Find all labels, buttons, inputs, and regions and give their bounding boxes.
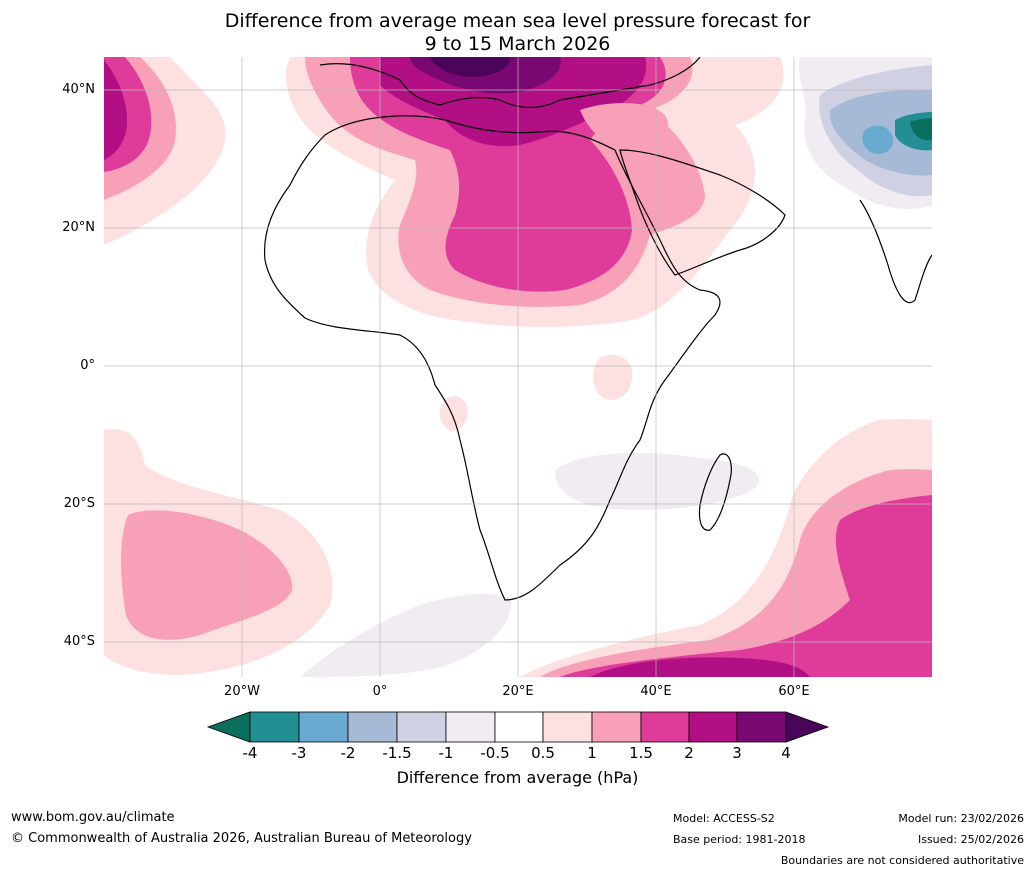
colorbar <box>206 711 830 743</box>
lon-label-40e: 40°E <box>640 684 672 699</box>
africa-coastline <box>263 115 721 601</box>
footer-model: Model: ACCESS-S2 <box>673 812 775 825</box>
colorbar-tick: -1 <box>438 744 454 762</box>
colorbar-extend-max <box>785 711 830 743</box>
footer-model-run: Model run: 23/02/2026 <box>898 812 1024 825</box>
south-africa-anomaly-neg0.5 <box>555 453 760 510</box>
atlantic-anomaly-2 <box>104 60 128 160</box>
lat-label-20n: 20°N <box>62 220 95 235</box>
footer-website: www.bom.gov.au/climate <box>11 810 175 825</box>
coastlines <box>263 57 932 601</box>
colorbar-tick: -4 <box>242 744 258 762</box>
lon-label-60e: 60°E <box>778 684 810 699</box>
lat-label-40s: 40°S <box>63 634 95 649</box>
colorbar-bin <box>298 711 349 743</box>
lat-label-20s: 20°S <box>63 496 95 511</box>
colorbar-bin <box>542 711 593 743</box>
colorbar-tick: -2 <box>340 744 356 762</box>
footer-disclaimer: Boundaries are not considered authoritat… <box>780 854 1024 867</box>
footer-issued: Issued: 25/02/2026 <box>917 833 1024 846</box>
lon-label-20w: 20°W <box>224 684 260 699</box>
arabia-coastline <box>619 149 786 276</box>
north-africa-anomaly-4 <box>430 57 511 77</box>
colorbar-bin <box>445 711 496 743</box>
asia-anomaly-neg2 <box>862 125 894 155</box>
colorbar-tick: 3 <box>732 744 742 762</box>
lat-label-40n: 40°N <box>62 82 95 97</box>
indian-ocean-anomaly-2 <box>590 657 810 677</box>
lon-label-0: 0° <box>372 684 388 699</box>
graticule <box>104 57 932 677</box>
colorbar-label: Difference from average (hPa) <box>396 768 639 787</box>
colorbar-tick: 2 <box>684 744 694 762</box>
colorbar-extend-min <box>206 711 251 743</box>
colorbar-bin <box>736 711 787 743</box>
footer-base-period: Base period: 1981-2018 <box>673 833 806 846</box>
colorbar-tick: 0.5 <box>531 744 555 762</box>
arabia-anomaly-1 <box>580 103 669 152</box>
colorbar-tick: -0.5 <box>480 744 510 762</box>
colorbar-bin <box>494 711 544 743</box>
map-title-line1: Difference from average mean sea level p… <box>224 10 811 32</box>
colorbar-tick: -3 <box>291 744 307 762</box>
colorbar-bin <box>249 711 300 743</box>
indian-ocean-anomaly-1.5 <box>560 495 932 677</box>
south-atlantic-anomaly-1 <box>121 510 293 640</box>
colorbar-bin <box>688 711 738 743</box>
madagascar-coastline <box>698 453 732 531</box>
colorbar-bin <box>396 711 447 743</box>
colorbar-bin <box>591 711 642 743</box>
colorbar-tick: 4 <box>781 744 791 762</box>
footer-copyright: © Commonwealth of Australia 2026, Austra… <box>11 831 472 846</box>
colorbar-tick: 1.5 <box>629 744 653 762</box>
colorbar-bin <box>347 711 398 743</box>
lat-label-0: 0° <box>80 358 95 373</box>
asia-anomaly-neg4 <box>910 118 932 141</box>
colorbar-tick: 1 <box>587 744 597 762</box>
lon-label-20e: 20°E <box>502 684 534 699</box>
south-atlantic-anomaly-neg0.5 <box>300 594 511 677</box>
map-title-line2: 9 to 15 March 2026 <box>424 33 611 55</box>
india-coastline <box>859 199 932 303</box>
europe-coastline <box>319 57 701 109</box>
colorbar-bin <box>640 711 690 743</box>
colorbar-tick: -1.5 <box>382 744 412 762</box>
